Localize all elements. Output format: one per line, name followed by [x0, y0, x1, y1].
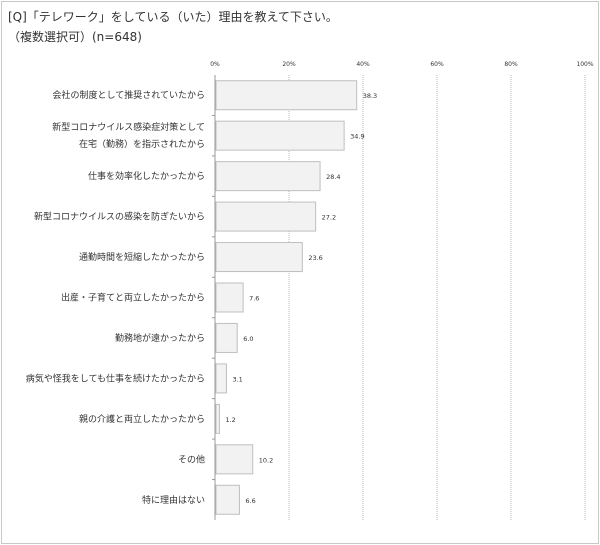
- category-label: 病気や怪我をしても仕事を続けたかったから: [26, 372, 205, 384]
- category-label: 会社の制度として推奨されていたから: [53, 89, 205, 101]
- chart-title: [Q]「テレワーク」をしている（いた）理由を教えて下さい。: [8, 10, 338, 24]
- category-label: 親の介護と両立したかったから: [79, 413, 205, 425]
- category-label: 特に理由はない: [142, 494, 205, 506]
- bar: [215, 161, 321, 192]
- data-label: 10.2: [259, 456, 273, 464]
- x-tick-label: 0%: [210, 61, 220, 68]
- chart-subtitle: （複数選択可）(n=648): [8, 30, 142, 44]
- category-label: 在宅（勤務）を指示されたから: [79, 138, 205, 150]
- bar: [215, 403, 220, 434]
- data-label: 3.1: [232, 375, 242, 383]
- bar: [215, 484, 240, 515]
- data-label: 23.6: [308, 254, 322, 262]
- category-label: その他: [178, 453, 205, 465]
- category-label: 新型コロナウイルス感染症対策として: [52, 121, 205, 133]
- category-label: 新型コロナウイルスの感染を防ぎたいから: [34, 211, 205, 223]
- x-tick-label: 100%: [576, 61, 593, 68]
- category-label: 仕事を効率化したかったから: [88, 170, 205, 182]
- bar: [215, 444, 254, 475]
- category-label: 通勤時間を短縮したかったから: [79, 251, 205, 263]
- x-tick-label: 40%: [356, 61, 370, 68]
- data-label: 1.2: [225, 416, 235, 424]
- data-label: 27.2: [322, 214, 336, 222]
- data-label: 38.3: [363, 92, 377, 100]
- data-label: 6.6: [245, 497, 255, 505]
- data-label: 7.6: [249, 295, 259, 303]
- x-tick-label: 60%: [430, 61, 444, 68]
- bar: [215, 242, 303, 273]
- category-label: 出産・子育てと両立したかったから: [61, 292, 205, 304]
- bar: [215, 322, 238, 353]
- category-label: 勤務地が遠かったから: [115, 332, 205, 344]
- bar: [215, 282, 244, 313]
- bar: [215, 120, 345, 151]
- data-label: 6.0: [243, 335, 253, 343]
- x-tick-label: 80%: [504, 61, 518, 68]
- x-tick-label: 20%: [282, 61, 296, 68]
- bar: [215, 201, 317, 232]
- data-label: 28.4: [326, 173, 340, 181]
- data-label: 34.9: [350, 133, 364, 141]
- bar: [215, 80, 358, 111]
- bar: [215, 363, 227, 394]
